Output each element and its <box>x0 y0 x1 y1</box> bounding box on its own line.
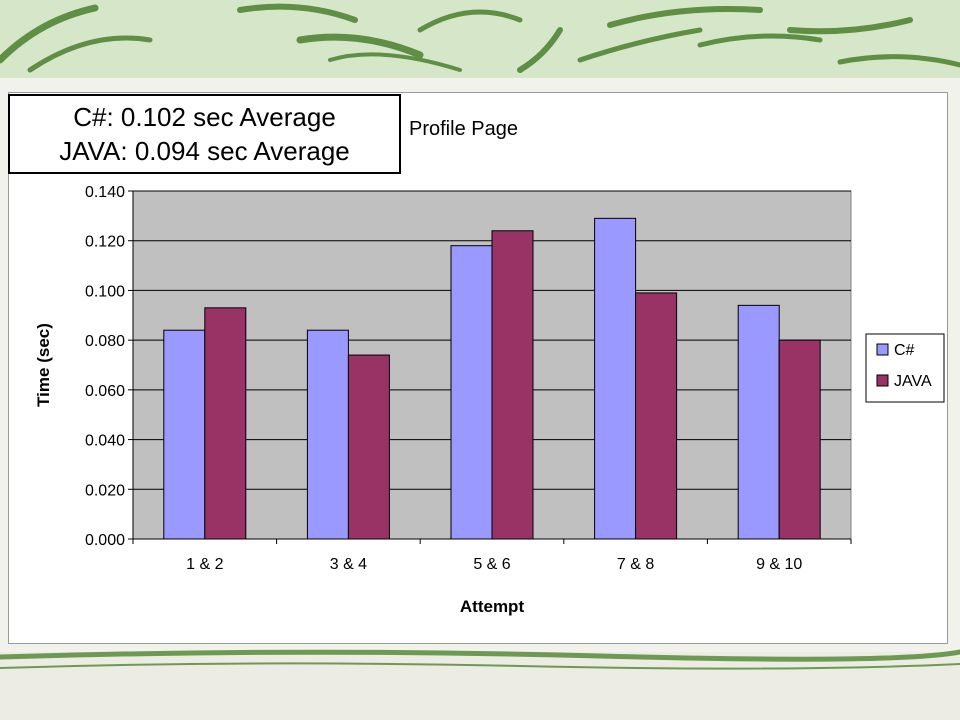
callout-csharp-average: C#: 0.102 sec Average <box>73 102 336 132</box>
y-axis-ticks: 0.000 0.020 0.040 0.060 0.080 0.100 0.120 0.140 <box>85 184 133 549</box>
legend-label: C# <box>894 342 915 359</box>
bar-java <box>204 307 247 540</box>
x-axis-ticks: 1 & 2 3 & 4 5 & 6 7 & 8 9 & 10 <box>132 539 852 573</box>
legend-swatch <box>876 374 889 387</box>
bottom-leaf-decoration <box>0 649 960 670</box>
x-axis-title: Attempt <box>460 597 525 616</box>
y-tick-label: 0.120 <box>85 234 125 251</box>
y-tick-label: 0.140 <box>85 184 125 201</box>
bar-java <box>491 230 534 540</box>
bar-csharp <box>306 329 349 540</box>
legend-label: JAVA <box>894 373 932 390</box>
y-tick-label: 0.060 <box>85 383 125 400</box>
bar-java <box>778 339 821 540</box>
callout-java-average: JAVA: 0.094 sec Average <box>59 136 350 166</box>
legend: C# JAVA <box>865 333 945 403</box>
x-tick-label: 3 & 4 <box>330 556 367 573</box>
bar-csharp <box>737 304 780 540</box>
bar-chart: Profile Page 0.0000.0200.0400.0600.0800.… <box>34 118 945 616</box>
chart-title: Profile Page <box>409 118 518 140</box>
y-tick-label: 0.100 <box>85 283 125 300</box>
top-leaf-decoration <box>0 3 960 73</box>
x-tick-label: 1 & 2 <box>186 556 223 573</box>
y-tick-label: 0.080 <box>85 333 125 350</box>
bar-csharp <box>450 245 493 540</box>
average-callout: C#: 0.102 sec Average JAVA: 0.094 sec Av… <box>8 94 401 174</box>
bar-java <box>635 292 678 540</box>
y-tick-label: 0.000 <box>85 532 125 549</box>
bar-csharp <box>163 329 206 540</box>
bar-csharp <box>594 217 637 540</box>
x-tick-label: 9 & 10 <box>756 556 802 573</box>
legend-swatch <box>876 343 889 356</box>
x-tick-label: 7 & 8 <box>617 556 654 573</box>
y-axis-title: Time (sec) <box>34 323 53 407</box>
y-tick-label: 0.020 <box>85 482 125 499</box>
chart-frame: Profile Page 0.000 0.020 0.040 0.060 0.080 0.… <box>8 92 948 644</box>
bar-java <box>347 354 390 540</box>
y-tick-label: 0.040 <box>85 433 125 450</box>
x-tick-label: 5 & 6 <box>473 556 510 573</box>
axes <box>132 191 851 540</box>
